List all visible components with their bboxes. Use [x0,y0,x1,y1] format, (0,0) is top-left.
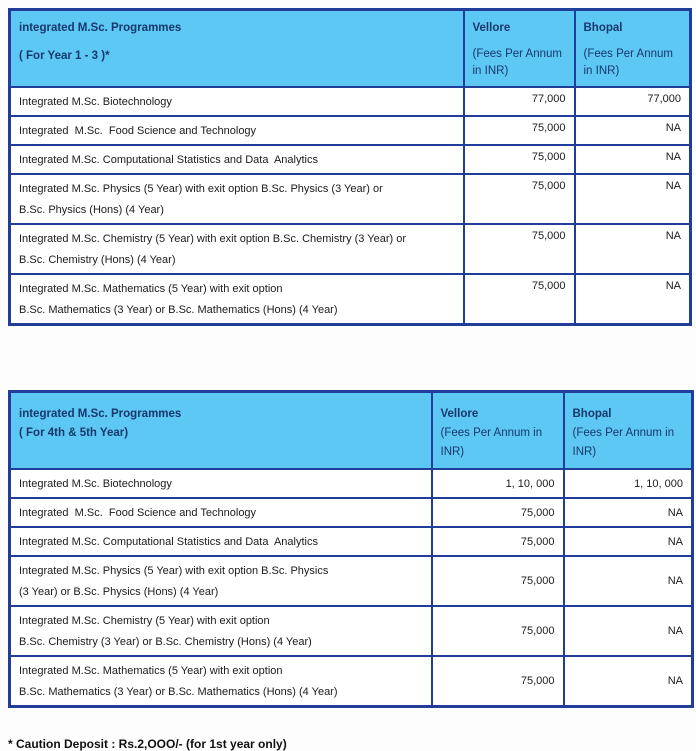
table1-vellore-sub2: in INR) [472,65,509,77]
bhopal-fee-cell: NA [562,655,694,708]
vellore-fee-cell: 75,000 [430,605,565,657]
table1-vellore-label: Vellore [472,22,511,34]
table2-vellore-label: Vellore [440,408,479,420]
programme-name-cell: Integrated M.Sc. Mathematics (5 Year) wi… [8,655,433,708]
table1-bhopal-sub2: in INR) [583,65,620,77]
bhopal-fee-cell: NA [573,173,692,225]
programme-name-cell: Integrated M.Sc. Food Science and Techno… [8,497,433,528]
programme-name-cell: Integrated M.Sc. Food Science and Techno… [8,115,465,146]
vellore-fee-cell: 77,000 [462,86,576,117]
table1-bhopal-sub1: (Fees Per Annum [583,48,673,60]
programme-name: Integrated M.Sc. Physics (5 Year) with e… [19,183,383,195]
table-row: Integrated M.Sc. Computational Statistic… [8,526,694,557]
bhopal-fee-cell: 77,000 [573,86,692,117]
programme-name: Integrated M.Sc. Chemistry (5 Year) with… [19,233,406,245]
table-row: Integrated M.Sc. Computational Statistic… [8,144,692,175]
programme-name: Integrated M.Sc. Biotechnology [19,478,172,490]
vellore-fee-cell: 75,000 [462,223,576,275]
table-row: Integrated M.Sc. Food Science and Techno… [8,497,694,528]
bhopal-fee-cell: NA [573,273,692,326]
programme-name: Integrated M.Sc. Computational Statistic… [19,536,318,548]
table2-title-cell: integrated M.Sc. Programmes ( For 4th & … [8,390,433,470]
table-row: Integrated M.Sc. Biotechnology 1, 10, 00… [8,468,694,499]
vellore-fee-cell: 75,000 [430,497,565,528]
programme-name-line2: (3 Year) or B.Sc. Physics (Hons) (4 Year… [19,586,219,598]
bhopal-fee-cell: NA [573,115,692,146]
table2-vellore-header: Vellore (Fees Per Annum in INR) [430,390,565,470]
programme-name: Integrated M.Sc. Food Science and Techno… [19,125,257,137]
programme-name-line2: B.Sc. Mathematics (3 Year) or B.Sc. Math… [19,304,338,316]
table2-bhopal-sub2: INR) [572,446,597,458]
vellore-fee-cell: 75,000 [430,526,565,557]
table2-bhopal-sub1: (Fees Per Annum in [572,427,675,439]
table2-bhopal-label: Bhopal [572,408,612,420]
table2-vellore-sub1: (Fees Per Annum in [440,427,543,439]
table2-header-row: integrated M.Sc. Programmes ( For 4th & … [8,390,694,470]
table1-header-row: integrated M.Sc. Programmes ( For Year 1… [8,8,692,88]
vellore-fee-cell: 75,000 [430,655,565,708]
table-row: Integrated M.Sc. Chemistry (5 Year) with… [8,605,694,657]
vellore-fee-cell: 75,000 [430,555,565,607]
table1-title-line2: ( For Year 1 - 3 )* [19,50,110,62]
table-row: Integrated M.Sc. Biotechnology 77,000 77… [8,86,692,117]
vellore-fee-cell: 75,000 [462,273,576,326]
bhopal-fee-cell: 1, 10, 000 [562,468,694,499]
vellore-fee-cell: 75,000 [462,173,576,225]
programme-name: Integrated M.Sc. Biotechnology [19,96,172,108]
table-row: Integrated M.Sc. Mathematics (5 Year) wi… [8,273,692,326]
fees-table-year-1-3: integrated M.Sc. Programmes ( For Year 1… [8,8,692,326]
fees-table-year-4-5: integrated M.Sc. Programmes ( For 4th & … [8,390,694,708]
programme-name-cell: Integrated M.Sc. Chemistry (5 Year) with… [8,223,465,275]
table1-vellore-header: Vellore (Fees Per Annum in INR) [462,8,576,88]
programme-name-cell: Integrated M.Sc. Physics (5 Year) with e… [8,173,465,225]
programme-name: Integrated M.Sc. Computational Statistic… [19,154,318,166]
programme-name-cell: Integrated M.Sc. Biotechnology [8,86,465,117]
table1-bhopal-label: Bhopal [583,22,623,34]
programme-name: Integrated M.Sc. Chemistry (5 Year) with… [19,615,270,627]
programme-name-line2: B.Sc. Physics (Hons) (4 Year) [19,204,164,216]
table2-title-line2: ( For 4th & 5th Year) [19,427,129,439]
table-row: Integrated M.Sc. Food Science and Techno… [8,115,692,146]
table-row: Integrated M.Sc. Mathematics (5 Year) wi… [8,655,694,708]
programme-name-cell: Integrated M.Sc. Physics (5 Year) with e… [8,555,433,607]
bhopal-fee-cell: NA [562,497,694,528]
vellore-fee-cell: 1, 10, 000 [430,468,565,499]
vellore-fee-cell: 75,000 [462,144,576,175]
table-row: Integrated M.Sc. Chemistry (5 Year) with… [8,223,692,275]
table1-vellore-sub1: (Fees Per Annum [472,48,562,60]
programme-name: Integrated M.Sc. Food Science and Techno… [19,507,257,519]
vellore-fee-cell: 75,000 [462,115,576,146]
programme-name: Integrated M.Sc. Physics (5 Year) with e… [19,565,329,577]
programme-name: Integrated M.Sc. Mathematics (5 Year) wi… [19,665,283,677]
bhopal-fee-cell: NA [573,144,692,175]
bhopal-fee-cell: NA [562,605,694,657]
table2-vellore-sub2: INR) [440,446,465,458]
programme-name-line2: B.Sc. Chemistry (Hons) (4 Year) [19,254,176,266]
programme-name-line2: B.Sc. Chemistry (3 Year) or B.Sc. Chemis… [19,636,312,648]
table2-bhopal-header: Bhopal (Fees Per Annum in INR) [562,390,694,470]
bhopal-fee-cell: NA [573,223,692,275]
bhopal-fee-cell: NA [562,555,694,607]
programme-name-line2: B.Sc. Mathematics (3 Year) or B.Sc. Math… [19,686,338,698]
table2-title-line1: integrated M.Sc. Programmes [19,408,182,420]
programme-name-cell: Integrated M.Sc. Computational Statistic… [8,144,465,175]
programme-name-cell: Integrated M.Sc. Biotechnology [8,468,433,499]
caution-deposit-footnote: * Caution Deposit : Rs.2,OOO/- (for 1st … [8,737,287,751]
programme-name: Integrated M.Sc. Mathematics (5 Year) wi… [19,283,283,295]
programme-name-cell: Integrated M.Sc. Chemistry (5 Year) with… [8,605,433,657]
table1-title-cell: integrated M.Sc. Programmes ( For Year 1… [8,8,465,88]
programme-name-cell: Integrated M.Sc. Computational Statistic… [8,526,433,557]
table-row: Integrated M.Sc. Physics (5 Year) with e… [8,173,692,225]
table-row: Integrated M.Sc. Physics (5 Year) with e… [8,555,694,607]
programme-name-cell: Integrated M.Sc. Mathematics (5 Year) wi… [8,273,465,326]
table1-bhopal-header: Bhopal (Fees Per Annum in INR) [573,8,692,88]
bhopal-fee-cell: NA [562,526,694,557]
table1-title-line1: integrated M.Sc. Programmes [19,22,182,34]
